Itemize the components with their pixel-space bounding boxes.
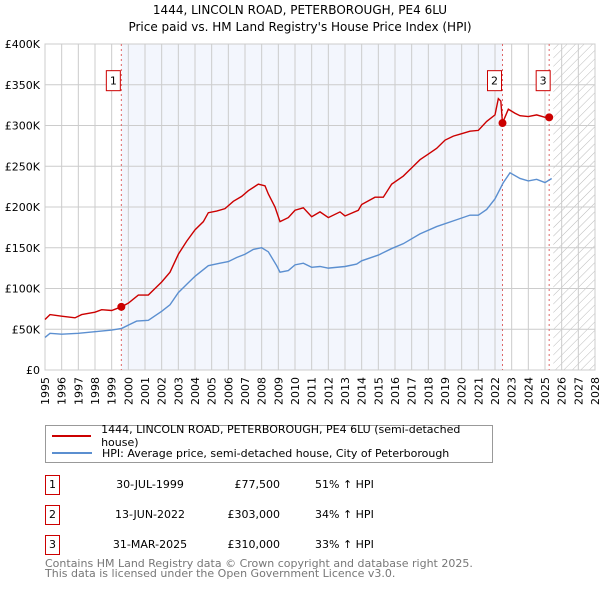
transaction-marker: 3 bbox=[45, 535, 60, 555]
legend-item-hpi: HPI: Average price, semi-detached house,… bbox=[46, 445, 449, 461]
x-tick-label: 2009 bbox=[272, 377, 285, 405]
sale-point bbox=[545, 113, 554, 122]
transaction-row: 2 13-JUN-2022 £303,000 34% ↑ HPI bbox=[45, 505, 445, 525]
transaction-marker: 1 bbox=[45, 475, 60, 495]
sale-marker-label: 3 bbox=[540, 75, 547, 88]
property-price-line bbox=[44, 97, 550, 320]
footer: Contains HM Land Registry data © Crown c… bbox=[45, 557, 473, 580]
x-tick-label: 2003 bbox=[172, 377, 185, 405]
x-tick-label: 2002 bbox=[156, 377, 169, 405]
x-tick-label: 2022 bbox=[489, 377, 502, 405]
y-tick-label: £200K bbox=[5, 201, 41, 214]
transaction-date: 31-MAR-2025 bbox=[112, 538, 188, 551]
x-tick-label: 2001 bbox=[139, 377, 152, 405]
legend-label-property: 1444, LINCOLN ROAD, PETERBOROUGH, PE4 6L… bbox=[101, 423, 461, 449]
transaction-date: 13-JUN-2022 bbox=[114, 508, 186, 521]
x-tick-label: 2024 bbox=[522, 377, 535, 405]
legend: 1444, LINCOLN ROAD, PETERBOROUGH, PE4 6L… bbox=[45, 423, 493, 463]
x-tick-label: 2019 bbox=[439, 377, 452, 405]
x-tick-label: 2016 bbox=[389, 377, 402, 405]
y-tick-label: £250K bbox=[5, 160, 41, 173]
x-tick-label: 2012 bbox=[322, 377, 335, 405]
x-tick-label: 2004 bbox=[189, 377, 202, 405]
x-tick-label: 2014 bbox=[356, 377, 369, 405]
x-tick-label: 1999 bbox=[106, 377, 119, 405]
y-tick-label: £300K bbox=[5, 120, 41, 133]
y-tick-label: £350K bbox=[5, 79, 41, 92]
x-tick-label: 1997 bbox=[72, 377, 85, 405]
transaction-hpi: 33% ↑ HPI bbox=[315, 538, 374, 551]
x-tick-label: 2005 bbox=[206, 377, 219, 405]
x-tick-label: 2000 bbox=[122, 377, 135, 405]
x-tick-label: 2018 bbox=[422, 377, 435, 405]
transaction-hpi: 51% ↑ HPI bbox=[315, 478, 374, 491]
legend-item-property: 1444, LINCOLN ROAD, PETERBOROUGH, PE4 6L… bbox=[46, 423, 492, 449]
x-tick-label: 2027 bbox=[572, 377, 585, 405]
chart-title: 1444, LINCOLN ROAD, PETERBOROUGH, PE4 6L… bbox=[153, 3, 447, 17]
sale-marker-box bbox=[105, 70, 121, 92]
plot-border bbox=[44, 43, 596, 371]
transaction-price: £310,000 bbox=[227, 538, 281, 551]
transaction-hpi: 34% ↑ HPI bbox=[315, 508, 374, 521]
sale-marker-box bbox=[487, 70, 502, 92]
footer-copyright: Contains HM Land Registry data © Crown c… bbox=[45, 557, 473, 570]
x-tick-label: 2011 bbox=[306, 377, 319, 405]
x-tick-label: 2023 bbox=[506, 377, 519, 405]
sale-marker-label: 2 bbox=[491, 75, 498, 88]
sale-marker-label: 1 bbox=[110, 75, 117, 88]
x-tick-label: 2015 bbox=[372, 377, 385, 405]
x-tick-label: 2008 bbox=[256, 377, 269, 405]
sale-marker-box bbox=[535, 70, 551, 92]
transaction-row: 3 31-MAR-2025 £310,000 33% ↑ HPI bbox=[45, 535, 445, 555]
y-tick-label: £100K bbox=[5, 283, 41, 296]
x-tick-label: 1998 bbox=[89, 377, 102, 405]
transaction-row: 1 30-JUL-1999 £77,500 51% ↑ HPI bbox=[45, 475, 445, 495]
legend-swatch-property bbox=[52, 435, 92, 437]
x-tick-label: 2013 bbox=[339, 377, 352, 405]
y-tick-label: £0 bbox=[26, 364, 40, 377]
transaction-price: £77,500 bbox=[234, 478, 281, 491]
chart-subtitle: Price paid vs. HM Land Registry's House … bbox=[128, 20, 471, 34]
x-tick-label: 1996 bbox=[56, 377, 69, 405]
x-tick-label: 2028 bbox=[589, 377, 600, 405]
x-tick-label: 2020 bbox=[456, 377, 469, 405]
transaction-date: 30-JUL-1999 bbox=[116, 478, 184, 491]
transaction-marker: 2 bbox=[45, 505, 60, 525]
x-tick-label: 2010 bbox=[289, 377, 302, 405]
footer-licence: This data is licensed under the Open Gov… bbox=[45, 567, 396, 580]
x-tick-label: 2007 bbox=[239, 377, 252, 405]
legend-label-hpi: HPI: Average price, semi-detached house,… bbox=[102, 446, 450, 460]
x-tick-label: 2021 bbox=[472, 377, 485, 405]
transaction-price: £303,000 bbox=[227, 508, 281, 521]
sale-point bbox=[498, 119, 507, 128]
sale-point bbox=[117, 302, 126, 311]
y-tick-label: £50K bbox=[12, 323, 41, 336]
y-tick-label: £150K bbox=[5, 242, 41, 255]
x-tick-label: 2025 bbox=[539, 377, 552, 405]
legend-swatch-hpi bbox=[52, 452, 92, 454]
price-chart: 1444, LINCOLN ROAD, PETERBOROUGH, PE4 6L… bbox=[5, 3, 600, 405]
x-tick-label: 2006 bbox=[222, 377, 235, 405]
x-tick-label: 2026 bbox=[556, 377, 569, 405]
x-tick-label: 2017 bbox=[406, 377, 419, 405]
x-tick-label: 1995 bbox=[39, 377, 52, 405]
y-tick-label: £400K bbox=[5, 38, 41, 51]
hpi-line bbox=[44, 171, 553, 338]
